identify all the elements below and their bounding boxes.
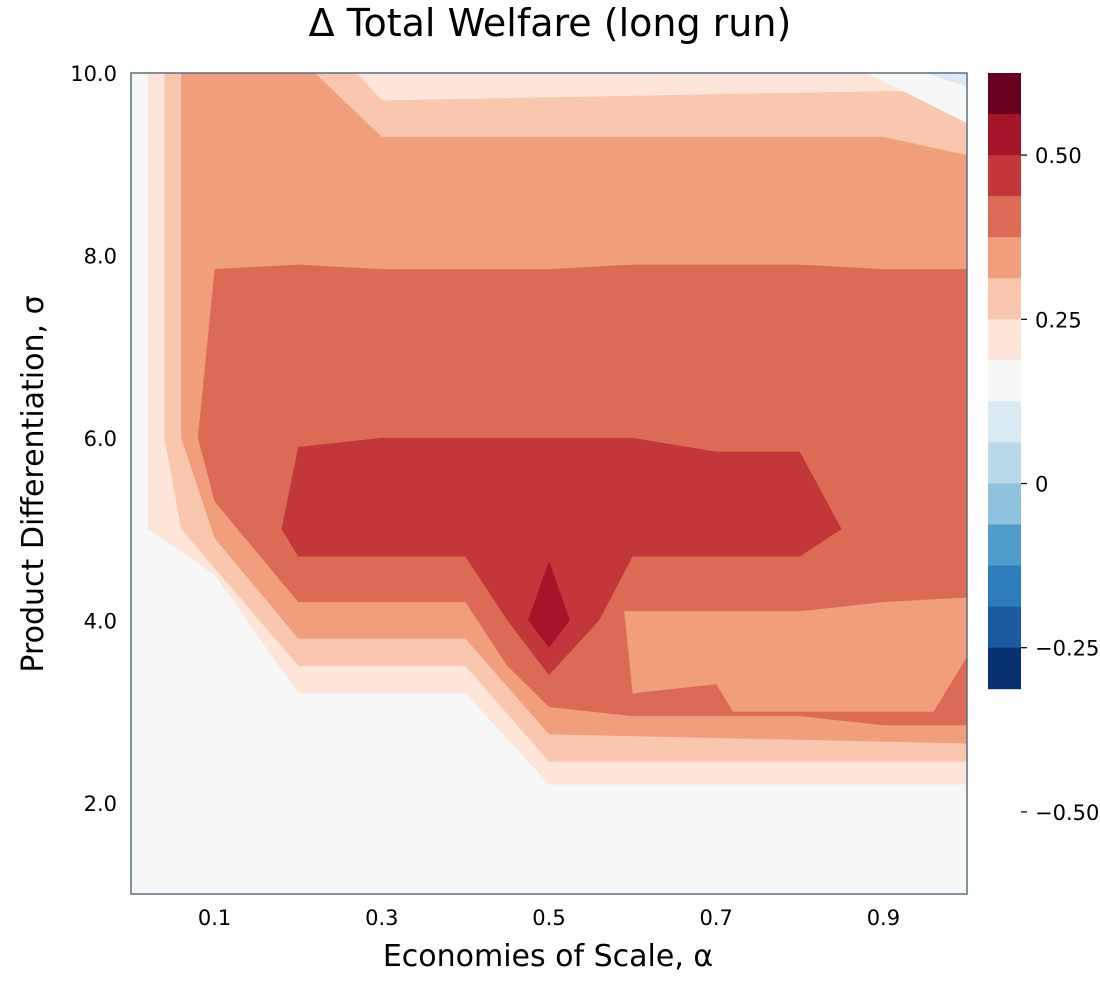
y-axis: 2.0 4.0 6.0 8.0 10.0 [70, 62, 117, 816]
colorbar-tick-label: −0.25 [1035, 637, 1099, 661]
colorbar-level [988, 647, 1021, 690]
y-tick-label: 4.0 [84, 609, 117, 633]
colorbar: 0.50 0.25 0 −0.25 −0.50 [988, 73, 1099, 825]
colorbar-level [988, 524, 1021, 566]
y-tick-label: 10.0 [70, 62, 117, 86]
colorbar-level [988, 442, 1021, 484]
colorbar-level [988, 360, 1021, 402]
x-tick-label: 0.7 [699, 906, 732, 930]
y-tick-label: 8.0 [84, 244, 117, 268]
y-tick-label: 2.0 [84, 792, 117, 816]
x-tick-label: 0.9 [867, 906, 900, 930]
y-axis-title: Product Differentiation, σ [16, 295, 51, 672]
x-tick-label: 0.5 [532, 906, 565, 930]
colorbar-level [988, 606, 1021, 649]
colorbar-tick-label: 0.50 [1035, 144, 1082, 168]
contour-region-9 [925, 73, 967, 87]
x-tick-label: 0.1 [198, 906, 231, 930]
colorbar-level [988, 565, 1021, 608]
colorbar-level [988, 196, 1021, 238]
contour-region-5 [624, 597, 967, 712]
colorbar-level [988, 73, 1021, 115]
colorbar-level [988, 278, 1021, 320]
x-axis-title: Economies of Scale, α [383, 939, 713, 974]
colorbar-level [988, 319, 1021, 361]
contour-region-6 [281, 437, 842, 676]
plot-area [131, 73, 967, 894]
colorbar-level [988, 155, 1021, 197]
x-axis: 0.1 0.3 0.5 0.7 0.9 [198, 906, 900, 930]
colorbar-level [988, 401, 1021, 443]
colorbar-level [988, 237, 1021, 279]
colorbar-level [988, 114, 1021, 156]
contour-region-7 [528, 561, 570, 648]
colorbar-tick-label: 0.25 [1035, 308, 1082, 332]
colorbar-level [988, 483, 1021, 525]
y-tick-label: 6.0 [84, 427, 117, 451]
contour-region-8 [866, 73, 967, 124]
colorbar-tick-label: −0.50 [1035, 801, 1099, 825]
plot-frame [130, 72, 968, 895]
chart-title: Δ Total Welfare (long run) [309, 1, 792, 45]
colorbar-tick-label: 0 [1035, 473, 1048, 497]
x-tick-label: 0.3 [365, 906, 398, 930]
